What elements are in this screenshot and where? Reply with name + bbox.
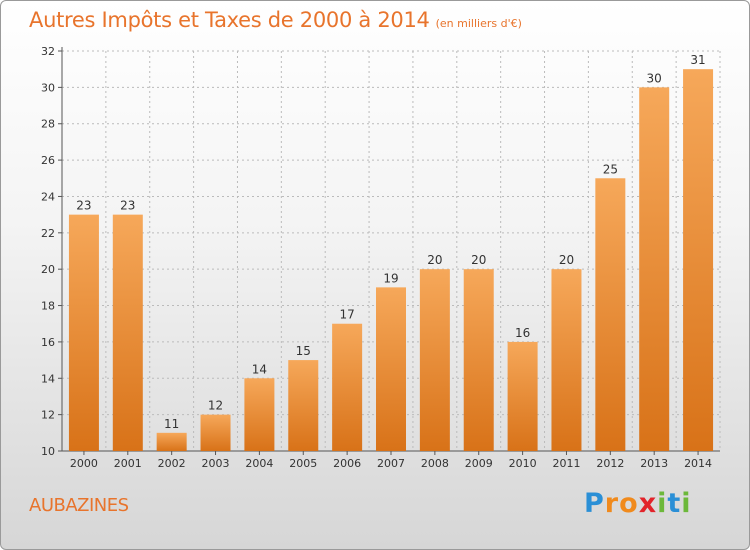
- bar: [507, 341, 538, 451]
- x-tick-label: 2008: [421, 457, 449, 470]
- bar: [288, 360, 319, 451]
- x-tick-label: 2004: [245, 457, 273, 470]
- chart-title-text: Autres Impôts et Taxes de 2000 à 2014: [29, 8, 430, 32]
- y-tick-label: 10: [41, 445, 55, 458]
- value-label: 12: [208, 399, 223, 413]
- value-label: 11: [164, 417, 179, 431]
- logo-letter: o: [619, 488, 639, 519]
- x-tick-label: 2011: [552, 457, 580, 470]
- x-tick-label: 2000: [70, 457, 98, 470]
- chart-unit: (en milliers d'€): [435, 17, 522, 30]
- y-tick-label: 30: [41, 81, 55, 94]
- bar: [112, 214, 143, 451]
- bar: [332, 323, 363, 451]
- bar: [595, 178, 626, 452]
- y-tick-label: 16: [41, 336, 55, 349]
- logo-letter: r: [604, 488, 620, 519]
- value-label: 23: [76, 199, 91, 213]
- logo-letter: t: [667, 488, 682, 519]
- proxiti-logo: Proxiti: [584, 488, 692, 519]
- y-tick-label: 32: [41, 45, 55, 58]
- logo-letter: i: [681, 488, 692, 519]
- value-label: 20: [471, 253, 486, 267]
- x-tick-label: 2009: [465, 457, 493, 470]
- bar: [200, 414, 231, 451]
- bar: [463, 269, 494, 451]
- x-tick-label: 2002: [158, 457, 186, 470]
- value-label: 25: [603, 162, 618, 176]
- x-tick-label: 2010: [509, 457, 537, 470]
- y-tick-label: 24: [41, 190, 55, 203]
- value-label: 19: [383, 271, 398, 285]
- logo-letter: x: [638, 488, 658, 519]
- bar: [156, 432, 187, 451]
- value-label: 15: [296, 344, 311, 358]
- value-label: 20: [559, 253, 574, 267]
- y-tick-label: 20: [41, 263, 55, 276]
- commune-name: AUBAZINES: [29, 495, 129, 516]
- bar: [551, 269, 582, 451]
- chart-title: Autres Impôts et Taxes de 2000 à 2014 (en…: [29, 8, 522, 32]
- value-label: 17: [339, 308, 354, 322]
- value-label: 31: [690, 53, 705, 67]
- y-tick-label: 12: [41, 409, 55, 422]
- value-label: 30: [647, 71, 662, 85]
- bar: [68, 214, 99, 451]
- y-tick-label: 14: [41, 372, 55, 385]
- bar: [419, 269, 450, 451]
- x-tick-label: 2003: [202, 457, 230, 470]
- x-tick-label: 2001: [114, 457, 142, 470]
- bar: [376, 287, 406, 451]
- logo-letter: i: [657, 488, 668, 519]
- x-tick-label: 2014: [684, 457, 712, 470]
- bar: [244, 378, 275, 451]
- bar: [639, 87, 670, 451]
- value-label: 16: [515, 326, 530, 340]
- x-tick-label: 2012: [596, 457, 624, 470]
- x-tick-label: 2013: [640, 457, 668, 470]
- x-tick-label: 2005: [289, 457, 317, 470]
- value-label: 14: [252, 362, 267, 376]
- value-label: 23: [120, 199, 135, 213]
- y-tick-label: 18: [41, 300, 55, 313]
- value-label: 20: [427, 253, 442, 267]
- logo-letter: P: [584, 488, 605, 519]
- bar: [683, 69, 714, 451]
- x-tick-label: 2006: [333, 457, 361, 470]
- y-tick-label: 28: [41, 118, 55, 131]
- x-tick-label: 2007: [377, 457, 405, 470]
- y-tick-label: 26: [41, 154, 55, 167]
- y-tick-label: 22: [41, 227, 55, 240]
